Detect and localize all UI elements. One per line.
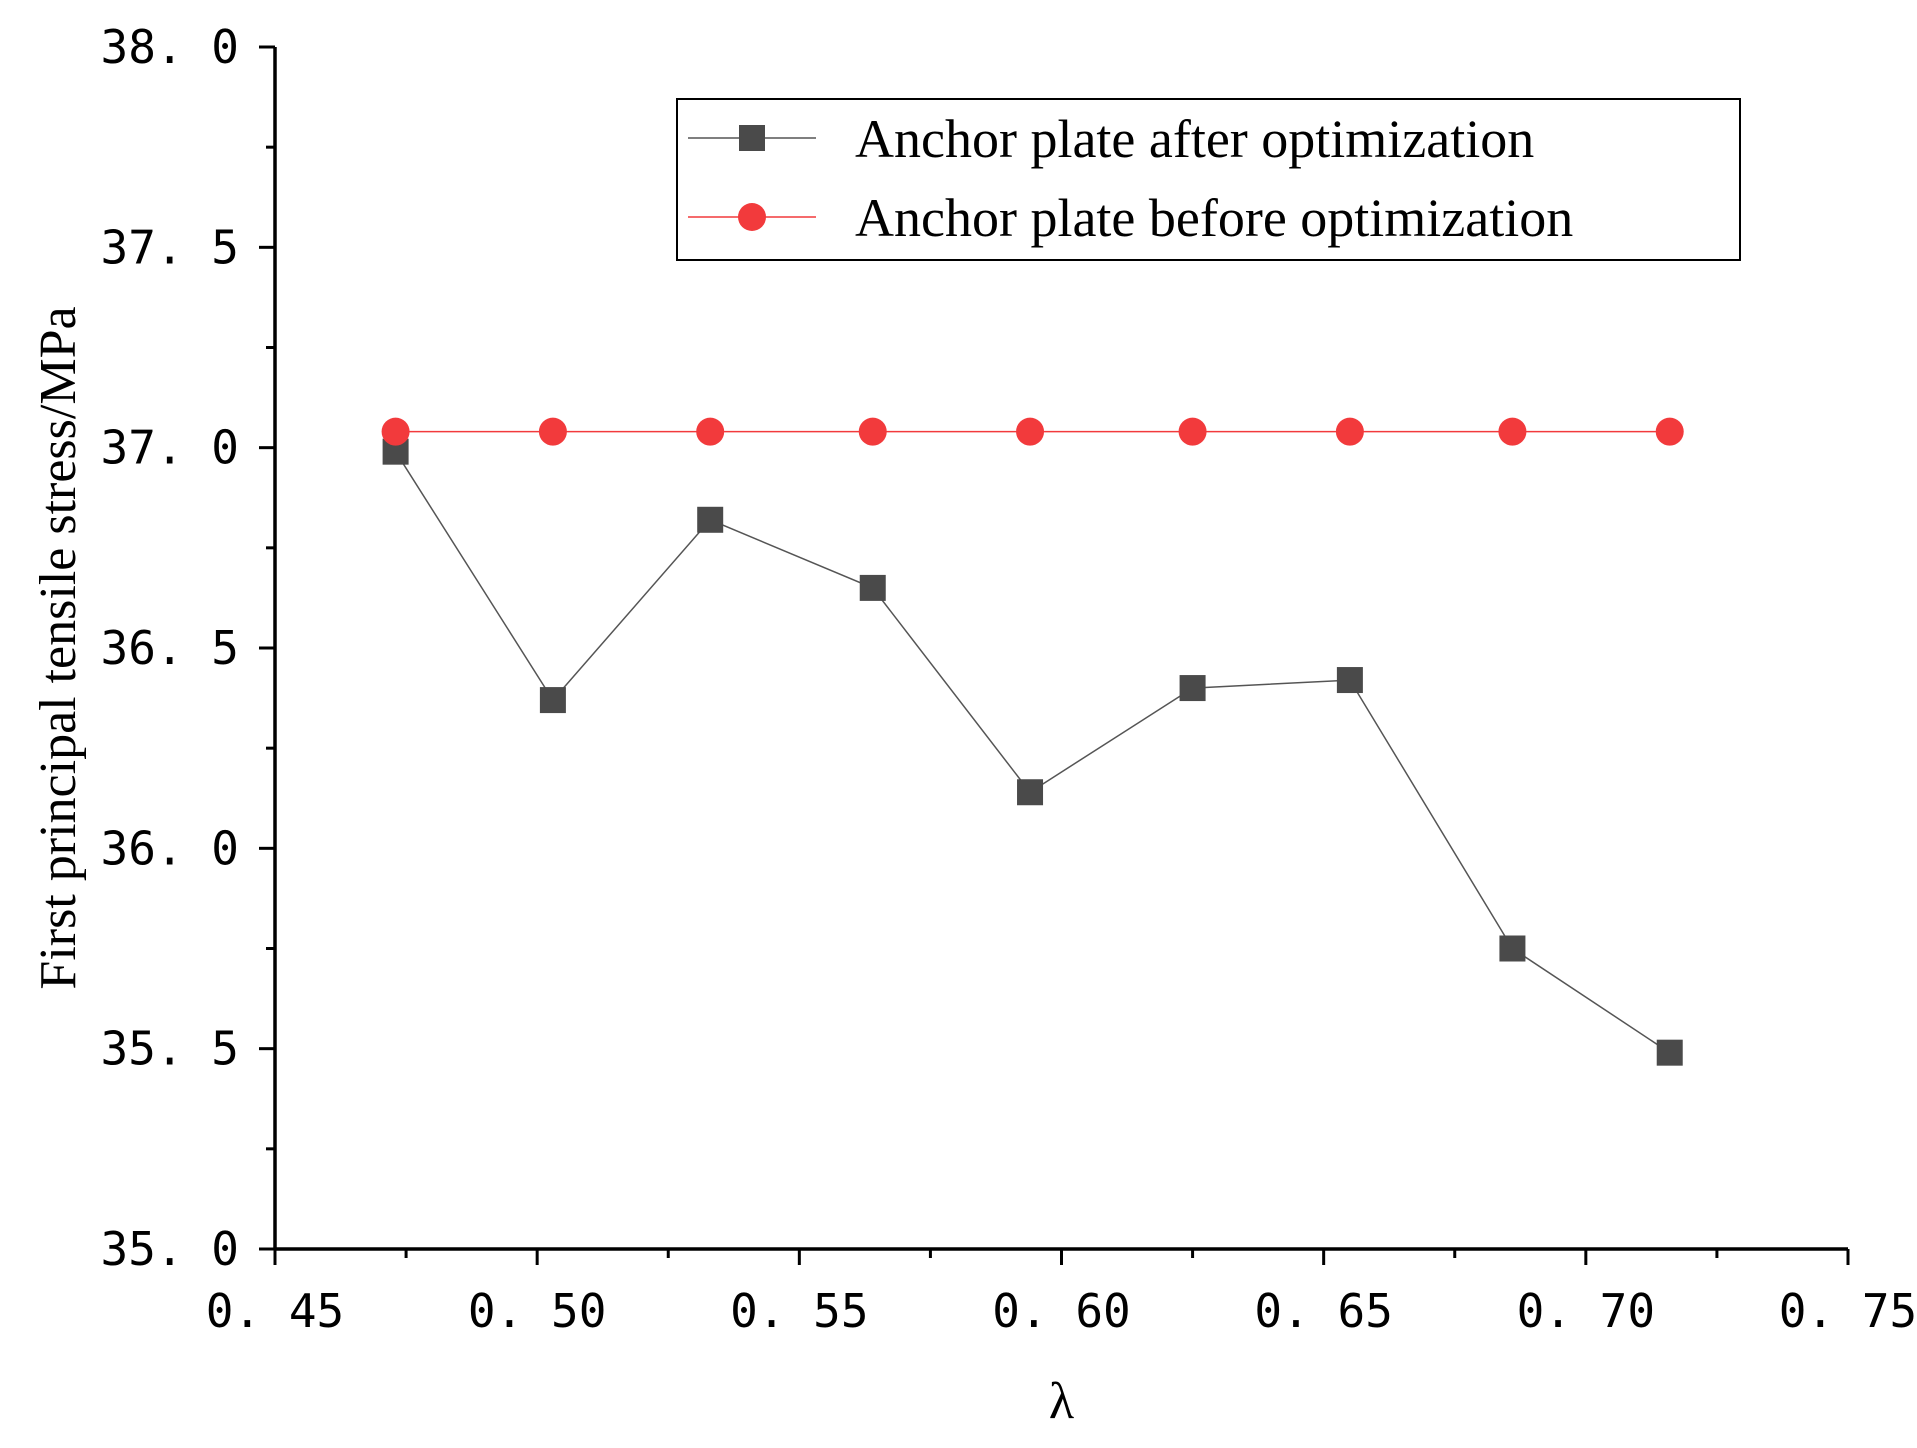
data-point-circle [1335, 417, 1364, 446]
data-point-circle [381, 417, 410, 446]
data-point-square [859, 574, 886, 601]
x-tick-label: 0. 50 [468, 1284, 606, 1338]
x-tick-label: 0. 65 [1254, 1284, 1392, 1338]
x-ticks: 0. 45 0. 50 0. 55 0. 60 0. 65 0. 70 0. 75 [206, 1249, 1917, 1338]
x-tick-label: 0. 45 [206, 1284, 344, 1338]
data-point-circle [858, 417, 887, 446]
data-point-square [697, 506, 724, 533]
legend: Anchor plate after optimization Anchor p… [676, 98, 1741, 261]
data-point-circle [1178, 417, 1207, 446]
data-point-square [1017, 779, 1044, 806]
x-tick-label: 0. 60 [992, 1284, 1130, 1338]
y-tick-label: 37. 0 [101, 421, 239, 475]
data-point-circle [1016, 417, 1045, 446]
y-tick-label: 36. 5 [101, 621, 239, 675]
legend-box [676, 98, 1741, 261]
y-tick-label: 38. 0 [101, 20, 239, 74]
legend-label-before: Anchor plate before optimization [855, 188, 1573, 248]
y-tick-label: 37. 5 [101, 220, 239, 274]
series-layer [381, 417, 1684, 1066]
y-tick-label: 36. 0 [101, 821, 239, 875]
legend-marker-after [739, 125, 765, 151]
x-tick-label: 0. 55 [730, 1284, 868, 1338]
series-line [394, 451, 1671, 1054]
x-axis-title: λ [1049, 1373, 1074, 1430]
series-1 [382, 438, 1683, 1066]
data-point-square [1336, 667, 1363, 694]
y-tick-label: 35. 5 [101, 1022, 239, 1076]
legend-label-after: Anchor plate after optimization [855, 109, 1534, 169]
y-ticks: 35. 0 35. 5 36. 0 36. 5 37. 0 37. 5 38. 0 [101, 20, 275, 1276]
data-point-square [539, 687, 566, 714]
data-point-square [1499, 935, 1526, 962]
data-point-square [1179, 675, 1206, 702]
y-axis-title: First principal tensile stress/MPa [30, 306, 87, 989]
data-point-circle [1498, 417, 1527, 446]
data-point-circle [1655, 417, 1684, 446]
data-point-circle [696, 417, 725, 446]
x-tick-label: 0. 75 [1779, 1284, 1917, 1338]
data-point-circle [538, 417, 567, 446]
legend-marker-before [738, 203, 766, 231]
y-tick-label: 35. 0 [101, 1222, 239, 1276]
x-tick-label: 0. 70 [1517, 1284, 1655, 1338]
data-point-square [1656, 1039, 1683, 1066]
series-2 [381, 417, 1684, 446]
